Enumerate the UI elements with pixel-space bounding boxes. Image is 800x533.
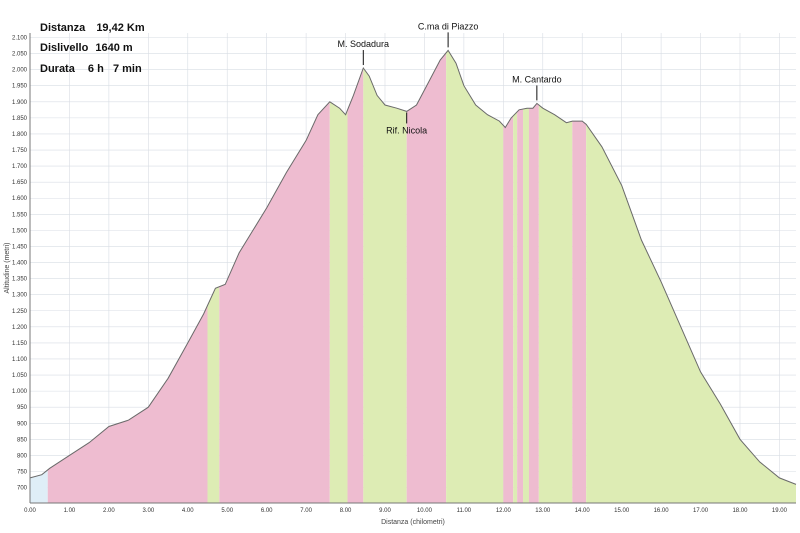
y-tick-label: 1.650 [12, 180, 28, 186]
x-tick-label: 5.00 [221, 508, 233, 514]
climb-label: Dislivello [40, 42, 89, 54]
y-tick-label: 1.550 [12, 212, 28, 218]
y-tick-label: 2.000 [12, 68, 28, 74]
x-tick-label: 11.00 [457, 508, 472, 514]
x-tick-label: 12.00 [496, 508, 512, 514]
y-axis-title: Altitudine (metri) [4, 243, 11, 294]
y-tick-label: 750 [17, 469, 28, 475]
y-tick-label: 1.250 [12, 309, 28, 315]
y-tick-label: 1.150 [12, 341, 28, 347]
distance-stat: Distanza 19,42 Km [40, 22, 145, 34]
slope-band-descent [329, 50, 348, 503]
x-tick-label: 8.00 [340, 508, 352, 514]
y-tick-label: 1.400 [12, 261, 28, 267]
y-tick-label: 1.100 [12, 357, 28, 363]
annotation-label: M. Sodadura [338, 39, 390, 49]
slope-band-climb [347, 50, 364, 503]
duration-label: Durata [40, 63, 75, 75]
y-tick-label: 1.950 [12, 84, 28, 90]
x-tick-label: 13.00 [535, 508, 551, 514]
annotation-label: C.ma di Piazzo [418, 21, 479, 31]
y-tick-label: 1.900 [12, 100, 28, 106]
y-tick-label: 1.750 [12, 148, 28, 154]
slope-band-climb [503, 50, 514, 503]
y-tick-label: 2.050 [12, 52, 28, 58]
y-tick-label: 1.300 [12, 293, 28, 299]
annotation-label: M. Cantardo [512, 74, 562, 84]
profile-line [29, 49, 797, 485]
slope-band-climb [406, 50, 447, 503]
x-tick-label: 6.00 [261, 508, 273, 514]
x-tick-label: 17.00 [693, 508, 709, 514]
slope-band-descent [538, 50, 573, 503]
y-tick-label: 1.700 [12, 164, 28, 170]
y-tick-label: 1.000 [12, 389, 28, 395]
slope-band-descent [363, 50, 407, 503]
peak-annotations: M. Sodadura C.ma di Piazzo M. Cantardo Rif.… [338, 21, 562, 135]
annotation-label: Rif. Nicola [386, 125, 427, 135]
slope-band-descent [446, 50, 504, 503]
y-tick-label: 950 [17, 405, 28, 411]
y-tick-label: 800 [17, 453, 28, 459]
y-tick-label: 1.500 [12, 228, 28, 234]
climb-value: 1640 m [95, 42, 133, 54]
y-tick-label: 1.850 [12, 116, 28, 122]
x-tick-label: 1.00 [64, 508, 76, 514]
x-tick-label: 2.00 [103, 508, 115, 514]
y-tick-label: 2.100 [12, 36, 28, 42]
duration-value: 6 h 7 min [87, 63, 142, 75]
distance-label: Distanza [40, 22, 86, 34]
slope-band-climb [572, 50, 587, 503]
y-tick-label: 850 [17, 437, 28, 443]
y-tick-label: 700 [17, 486, 28, 492]
y-tick-labels: 700 750 800 850 900 950 1.000 1.050 1.100 1.150 1.… [12, 36, 28, 492]
y-tick-label: 1.050 [12, 373, 28, 379]
x-tick-label: 19.00 [772, 508, 788, 514]
x-tick-label: 0.00 [24, 508, 36, 514]
slope-band-climb [517, 50, 524, 503]
x-tick-label: 7.00 [300, 508, 312, 514]
x-tick-label: 18.00 [732, 508, 748, 514]
slope-band-descent [513, 50, 518, 503]
y-tick-label: 1.350 [12, 277, 28, 283]
x-tick-label: 9.00 [379, 508, 391, 514]
y-tick-label: 1.200 [12, 325, 28, 331]
y-tick-label: 1.600 [12, 196, 28, 202]
x-tick-label: 16.00 [654, 508, 670, 514]
x-tick-label: 3.00 [142, 508, 154, 514]
duration-stat: Durata 6 h 7 min [40, 63, 142, 75]
x-tick-label: 10.00 [417, 508, 433, 514]
x-tick-label: 15.00 [614, 508, 630, 514]
x-tick-labels: 0.00 1.00 2.00 3.00 4.00 5.00 6.00 7.00 8.00 9.00… [24, 508, 787, 514]
distance-value: 19,42 Km [96, 22, 145, 34]
y-tick-label: 900 [17, 421, 28, 427]
y-tick-label: 1.800 [12, 132, 28, 138]
climb-stat: Dislivello 1640 m [40, 42, 133, 54]
x-tick-label: 4.00 [182, 508, 194, 514]
y-tick-label: 1.450 [12, 244, 28, 250]
slope-band-climb [528, 50, 539, 503]
x-axis-title: Distanza (chilometri) [381, 519, 445, 526]
x-tick-label: 14.00 [575, 508, 591, 514]
slope-band-descent [523, 50, 529, 503]
